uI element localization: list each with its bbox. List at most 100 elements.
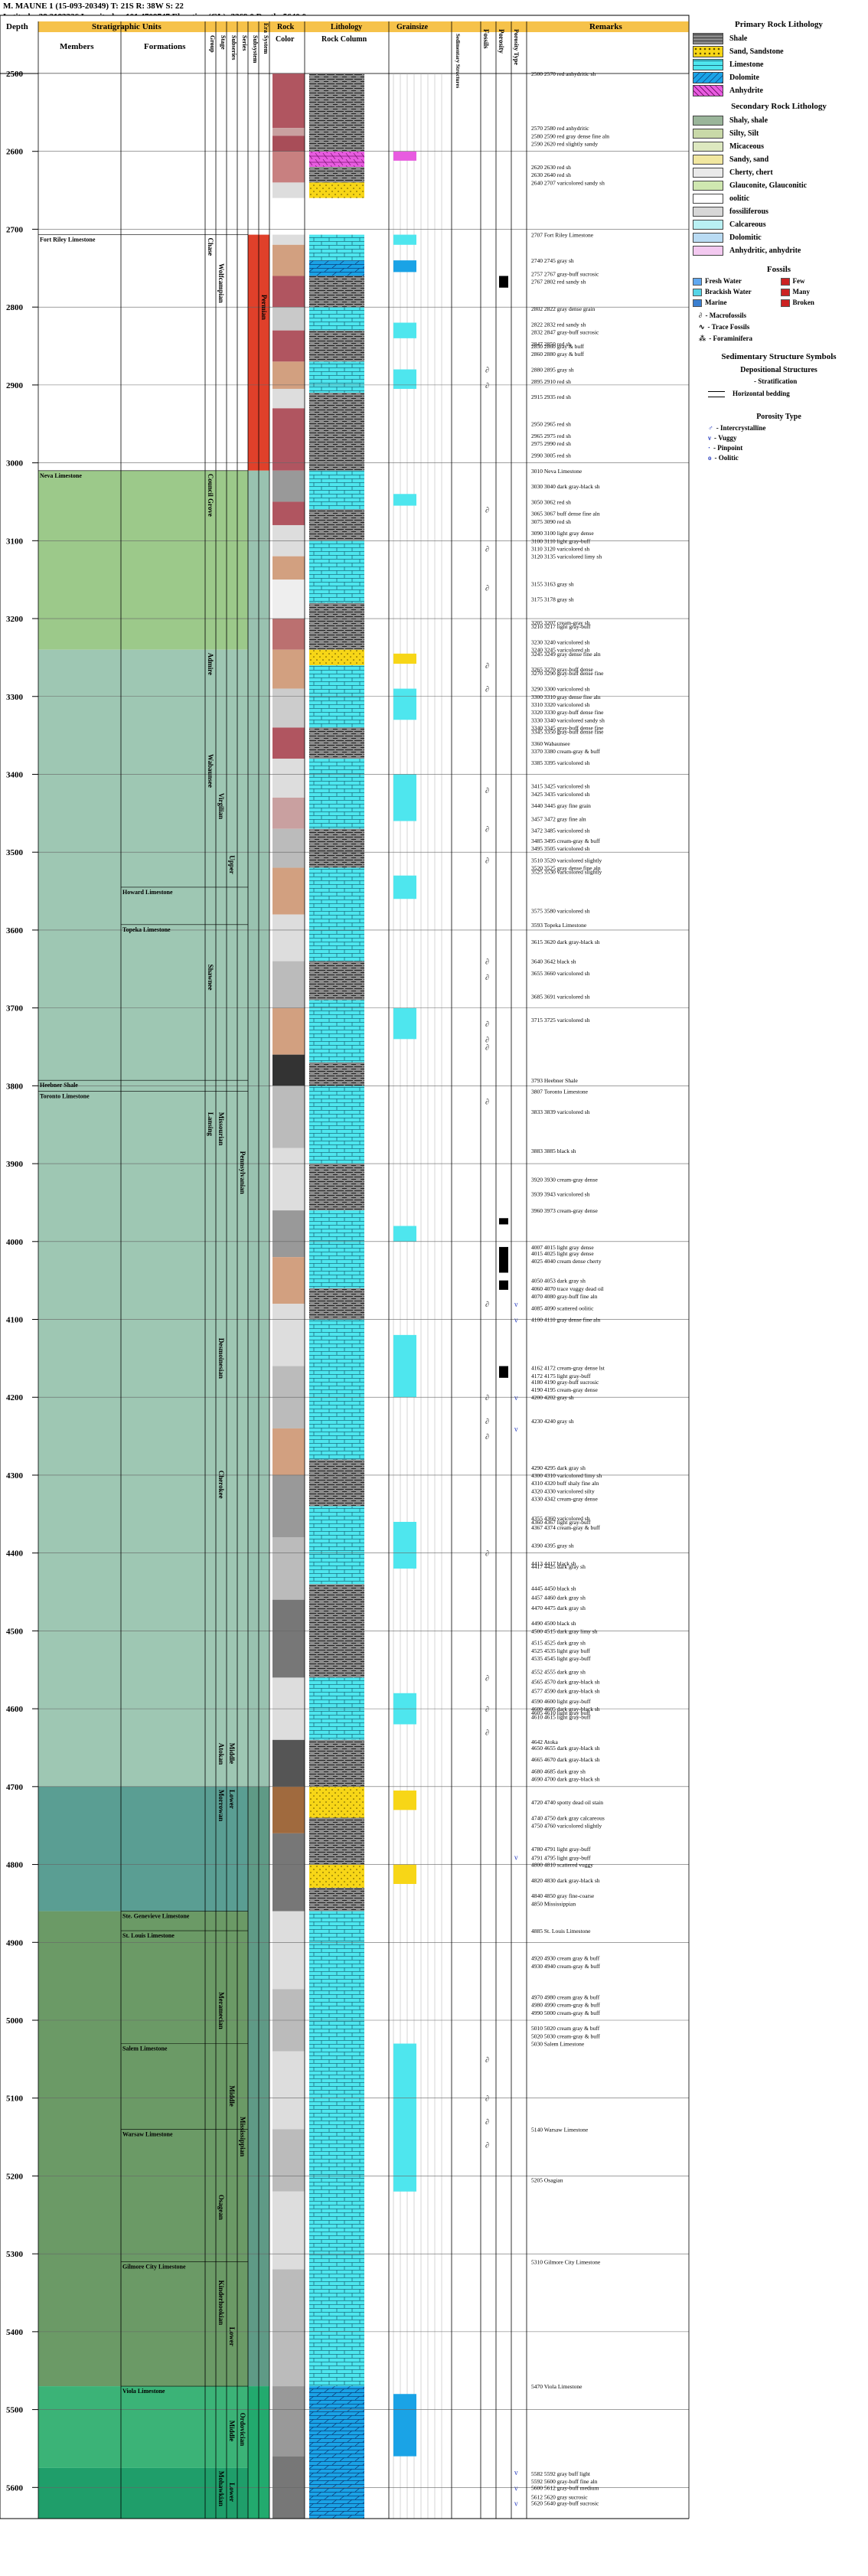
- depth-tick-label: 4300: [6, 1471, 24, 1481]
- subseries-label: Lower: [228, 1790, 236, 1809]
- remark-line: 4445 4450 black sh: [531, 1585, 576, 1592]
- stage-label: Morrowan: [217, 1790, 225, 1821]
- lithology-interval-shale: [309, 961, 364, 1001]
- remark-line: 4850 Mississippian: [531, 1900, 576, 1907]
- rock-color-interval: [272, 797, 305, 829]
- legend-fossil-symbols: ∂ - Macrofossils ∿ - Trace Fossils ⁂ - Forami…: [693, 312, 865, 346]
- remark-line: 4490 4500 black sh: [531, 1620, 576, 1627]
- remark-line: 4920 4930 cream gray & buff: [531, 1955, 600, 1962]
- formation-label: Salem Limestone: [122, 2045, 168, 2052]
- fossil-type-swatch: [780, 299, 790, 307]
- remark-line: 4025 4040 cream dense cherty: [531, 1258, 602, 1265]
- secondary-swatch: [693, 129, 723, 139]
- remark-line: 4980 4990 cream-gray & buff: [531, 2002, 600, 2009]
- remark-line: 3715 3725 varicolored sh: [531, 1017, 590, 1024]
- horizontal-bedding-icon: [708, 390, 725, 397]
- remark-line: 3960 3973 cream-gray dense: [531, 1207, 599, 1214]
- remark-line: 3075 3090 red sh: [531, 518, 571, 525]
- lithology-interval-sandstone: [309, 1864, 364, 1889]
- legend-label: Dolomitic: [729, 233, 762, 242]
- remark-line: 3050 3062 red sh: [531, 498, 571, 505]
- porosity-type-symbol: ν: [514, 1425, 518, 1434]
- lithology-interval-limestone: [309, 361, 364, 393]
- fossil-symbol: ∂: [485, 382, 489, 390]
- remark-line: 4600 4605 dark gray-black sh: [531, 1706, 600, 1712]
- remark-line: 3939 3943 varicolored sh: [531, 1191, 590, 1198]
- remark-line: 4007 4015 light gray dense: [531, 1244, 594, 1251]
- rock-color-interval: [272, 1148, 305, 1211]
- depth-tick-label: 3900: [6, 1160, 24, 1169]
- rock-color-interval: [272, 1833, 305, 1912]
- grainsize-mark: [393, 688, 416, 720]
- rock-color-interval: [272, 914, 305, 962]
- porosity-type-symbol: ν: [514, 2469, 518, 2477]
- legend-label: Anhydritic, anhydrite: [729, 246, 801, 255]
- group-header: Group: [209, 35, 216, 53]
- lithology-interval-limestone: [309, 540, 364, 603]
- remark-line: 4230 4240 gray sh: [531, 1418, 574, 1425]
- lithology-interval-shale: [309, 1459, 364, 1507]
- grainsize-header: Grainsize: [396, 23, 429, 31]
- remark-line: 3472 3485 varicolored sh: [531, 828, 590, 834]
- remark-line: 4565 4570 dark gray-black sh: [531, 1679, 600, 1686]
- system-header: System: [263, 35, 269, 54]
- fossil-type-swatch: [693, 288, 702, 296]
- group-label: Wabaunsee: [207, 754, 214, 788]
- remark-line: 4840 4850 gray fine-coarse: [531, 1892, 595, 1899]
- series-label: Mississippian: [239, 2117, 246, 2156]
- fossil-symbol: ∂: [485, 1674, 489, 1683]
- lithology-interval-shale: [309, 1062, 364, 1086]
- porosity-mark: [499, 276, 508, 288]
- grainsize-mark: [393, 1790, 416, 1810]
- porosity-type-icon: ♂: [708, 423, 713, 432]
- remark-line: 2975 2990 red sh: [531, 440, 571, 447]
- rock-color-interval: [272, 1599, 305, 1678]
- lithology-interval-limestone: [309, 1319, 364, 1460]
- rock-color-interval: [272, 182, 305, 198]
- formation-label: St. Louis Limestone: [122, 1932, 175, 1939]
- remark-line: 2707 Fort Riley Limestone: [531, 232, 594, 239]
- member-label: Toronto Limestone: [40, 1092, 90, 1099]
- rock-color-interval: [272, 234, 305, 245]
- rock-color-interval: [272, 619, 305, 650]
- grainsize-mark: [393, 2394, 416, 2457]
- rock-color-interval: [272, 961, 305, 1008]
- rock-color-interval: [272, 198, 305, 235]
- remark-line: 4515 4525 dark gray sh: [531, 1640, 586, 1647]
- formation-label: Viola Limestone: [122, 2388, 165, 2395]
- secondary-swatch: [693, 142, 723, 152]
- lithology-interval-dolomite: [309, 2386, 364, 2519]
- porosity-header: Porosity: [498, 29, 505, 54]
- member-label: Fort Riley Limestone: [40, 237, 96, 243]
- strat-band: [38, 2467, 248, 2519]
- rock-color-interval: [272, 649, 305, 689]
- legend-sed-list: - Stratification Horizontal bedding: [693, 377, 865, 402]
- remark-line: 2757 2767 gray-buff sucrosic: [531, 270, 599, 277]
- fossil-symbol: ∂: [485, 2056, 489, 2065]
- grainsize-mark: [393, 653, 416, 664]
- strat-band: [38, 470, 248, 650]
- rock-color-interval: [272, 1474, 305, 1538]
- fossil-symbol: ∂: [485, 367, 489, 375]
- rock-color-interval: [272, 2051, 305, 2130]
- remark-line: 3030 3040 dark gray-black sh: [531, 483, 600, 490]
- rock-color-interval: [272, 330, 305, 362]
- fossil-type-label: Many: [792, 287, 811, 295]
- rock-color-interval: [272, 1537, 305, 1600]
- subseries-label: Lower: [228, 2327, 236, 2346]
- grainsize-mark: [393, 2043, 416, 2192]
- rock-color-interval: [272, 727, 305, 759]
- fossil-symbol: ∂: [485, 857, 489, 865]
- subseries-label: Lower: [228, 2483, 236, 2502]
- rock-color-interval: [272, 2191, 305, 2270]
- remark-line: 2965 2975 red sh: [531, 433, 571, 439]
- rock-color-interval: [272, 1739, 305, 1787]
- legend-label: Anhydrite: [729, 87, 763, 95]
- strat-band: [38, 2386, 248, 2468]
- system-label: Permian: [260, 295, 268, 320]
- remark-line: 3793 Heebner Shale: [531, 1077, 578, 1084]
- remark-line: 3485 3495 cream-gray & buff: [531, 837, 600, 844]
- remark-line: 4390 4395 gray sh: [531, 1543, 574, 1549]
- grainsize-mark: [393, 774, 416, 821]
- remark-line: 3270 3290 gray-buff dense fine: [531, 670, 604, 677]
